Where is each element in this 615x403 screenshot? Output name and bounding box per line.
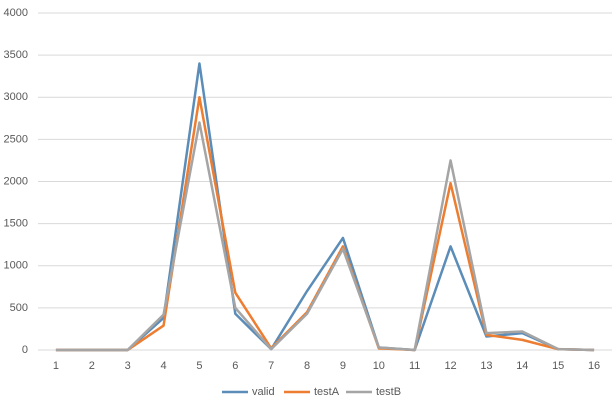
x-tick-label: 16 [588, 360, 600, 372]
x-tick-label: 15 [552, 360, 564, 372]
x-tick-label: 9 [340, 360, 346, 372]
y-tick-label: 1000 [4, 260, 28, 272]
x-tick-label: 7 [268, 360, 274, 372]
legend-label: testA [314, 386, 340, 398]
x-tick-label: 13 [480, 360, 492, 372]
y-tick-label: 500 [10, 302, 28, 314]
x-tick-label: 4 [161, 360, 167, 372]
series-line [55, 62, 595, 352]
y-tick-label: 3500 [4, 49, 28, 61]
x-tick-label: 3 [125, 360, 131, 372]
y-tick-label: 0 [22, 344, 28, 356]
y-tick-label: 1500 [4, 218, 28, 230]
y-tick-label: 3000 [4, 91, 28, 103]
y-tick-label: 2500 [4, 133, 28, 145]
x-tick-label: 10 [373, 360, 385, 372]
x-tick-label: 14 [516, 360, 528, 372]
x-tick-label: 11 [409, 360, 420, 372]
x-tick-label: 6 [232, 360, 238, 372]
x-tick-label: 1 [53, 360, 59, 372]
x-tick-label: 8 [304, 360, 310, 372]
legend-label: testB [376, 386, 401, 398]
x-tick-label: 12 [444, 360, 456, 372]
legend-label: valid [252, 386, 275, 398]
x-tick-label: 5 [196, 360, 202, 372]
y-tick-label: 2000 [4, 175, 28, 187]
series-line [55, 121, 595, 352]
x-tick-label: 2 [89, 360, 95, 372]
y-tick-label: 4000 [4, 7, 28, 19]
